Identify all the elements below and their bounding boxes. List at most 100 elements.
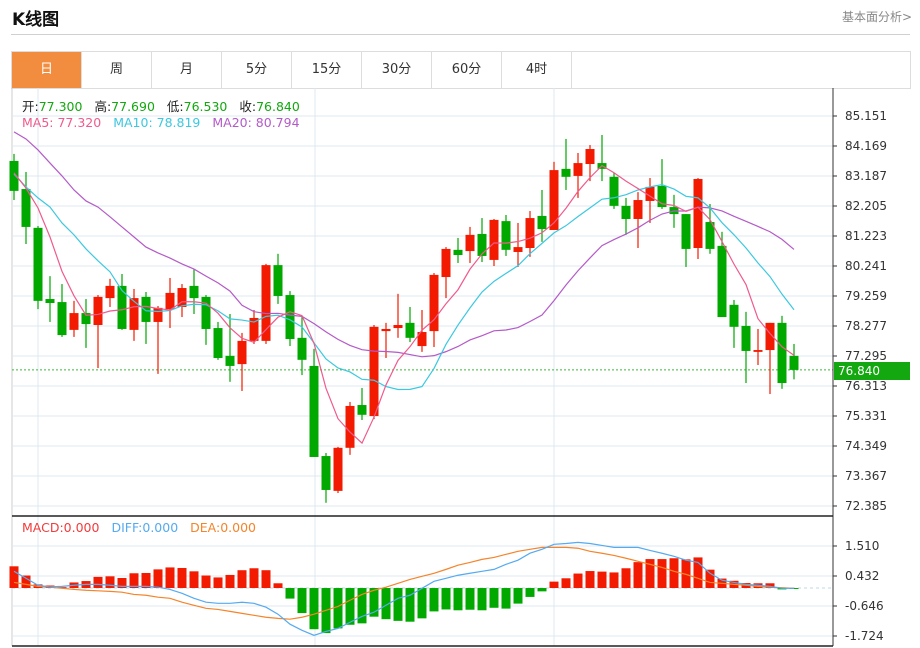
ma5-value: MA5: 77.320 — [22, 115, 102, 130]
macd-bar — [429, 588, 439, 612]
macd-tick-label: -0.646 — [845, 599, 884, 613]
candle-body — [741, 325, 751, 351]
tab-month[interactable]: 月 — [152, 52, 222, 88]
price-tick-label: 77.295 — [845, 349, 887, 363]
candle-body — [693, 178, 703, 249]
price-tick-label: 72.385 — [845, 499, 887, 513]
candle-body — [513, 247, 523, 252]
tab-week[interactable]: 周 — [82, 52, 152, 88]
candle-body — [237, 340, 247, 365]
macd-bar — [585, 571, 595, 589]
candle-body — [621, 205, 631, 219]
macd-bar — [609, 572, 619, 589]
macd-bar — [21, 575, 31, 589]
diff-line — [13, 541, 794, 636]
candle-body — [153, 307, 163, 322]
macd-bar — [513, 588, 523, 604]
macd-bar — [633, 562, 643, 589]
macd-bar — [597, 571, 607, 589]
ma-lines — [13, 131, 795, 445]
macd-panel — [9, 541, 833, 636]
price-tick-label: 75.331 — [845, 409, 887, 423]
candle-body — [525, 218, 535, 249]
tab-30min[interactable]: 30分 — [362, 52, 432, 88]
macd-legend: MACD:0.000 DIFF:0.000 DEA:0.000 — [22, 520, 264, 535]
candle-body — [405, 322, 415, 338]
candle-body — [573, 163, 583, 176]
period-tabs: 日 周 月 5分 15分 30分 60分 4时 — [11, 51, 911, 89]
candle-body — [657, 185, 667, 208]
macd-bar — [765, 583, 775, 589]
ma5-line — [13, 164, 795, 445]
close-value: 76.840 — [256, 99, 300, 114]
candle-body — [549, 170, 559, 230]
low-label: 低: — [166, 99, 184, 114]
macd-value: MACD:0.000 — [22, 520, 100, 535]
candle-body — [309, 365, 319, 457]
macd-bar — [645, 559, 655, 589]
candle-body — [261, 265, 271, 341]
tab-15min[interactable]: 15分 — [292, 52, 362, 88]
macd-bar — [177, 567, 187, 589]
macd-tick-label: 1.510 — [845, 539, 879, 553]
candle-body — [777, 322, 787, 384]
macd-bar — [225, 574, 235, 589]
macd-bar — [189, 571, 199, 589]
macd-bar — [309, 588, 319, 630]
candle-body — [345, 405, 355, 448]
macd-bar — [129, 573, 139, 589]
page-title: K线图 — [12, 10, 60, 30]
candle-body — [177, 288, 187, 307]
macd-bar — [681, 559, 691, 589]
macd-bar — [201, 575, 211, 589]
macd-bar — [297, 588, 307, 614]
candle-body — [453, 249, 463, 256]
candle-body — [213, 328, 223, 358]
candle-body — [189, 285, 199, 299]
candle-body — [489, 219, 499, 260]
candle-body — [249, 317, 259, 341]
candle-body — [369, 326, 379, 417]
axes: 85.151 84.169 83.187 82.205 81.223 80.241 79.2… — [12, 88, 887, 647]
macd-bar — [369, 588, 379, 617]
candle-body — [21, 189, 31, 227]
macd-bar — [117, 578, 127, 589]
candle-body — [225, 355, 235, 366]
candles — [9, 134, 799, 503]
candle-body — [501, 221, 511, 250]
macd-bar — [453, 588, 463, 611]
macd-bar — [549, 581, 559, 589]
price-tick-label: 80.241 — [845, 259, 887, 273]
candle-body — [765, 322, 775, 351]
candle-body — [69, 313, 79, 330]
macd-bar — [249, 568, 259, 589]
price-tick-label: 83.187 — [845, 169, 887, 183]
tab-60min[interactable]: 60分 — [432, 52, 502, 88]
tab-5min[interactable]: 5分 — [222, 52, 292, 88]
candle-body — [9, 160, 19, 191]
macd-bar — [141, 572, 151, 589]
header-divider — [11, 34, 910, 35]
close-label: 收: — [239, 99, 257, 114]
macd-bar — [441, 588, 451, 610]
macd-bar — [261, 570, 271, 589]
candle-body — [465, 234, 475, 252]
fundamental-analysis-link[interactable]: 基本面分析> — [841, 10, 912, 24]
tab-4hour[interactable]: 4时 — [502, 52, 572, 88]
price-tick-label: 81.223 — [845, 229, 887, 243]
candle-body — [201, 296, 211, 329]
candle-body — [321, 456, 331, 490]
ohlc-legend: 开:77.300 高:77.690 低:76.530 收:76.840 — [22, 96, 308, 115]
macd-bar — [525, 588, 535, 597]
macd-bar — [561, 578, 571, 589]
price-tick-label: 76.313 — [845, 379, 887, 393]
price-tick-label: 73.367 — [845, 469, 887, 483]
candle-body — [609, 176, 619, 206]
candle-body — [33, 227, 43, 301]
tab-day[interactable]: 日 — [12, 52, 82, 88]
macd-bar — [417, 588, 427, 619]
high-value: 77.690 — [111, 99, 155, 114]
macd-bar — [537, 588, 547, 592]
ma10-value: MA10: 78.819 — [113, 115, 201, 130]
